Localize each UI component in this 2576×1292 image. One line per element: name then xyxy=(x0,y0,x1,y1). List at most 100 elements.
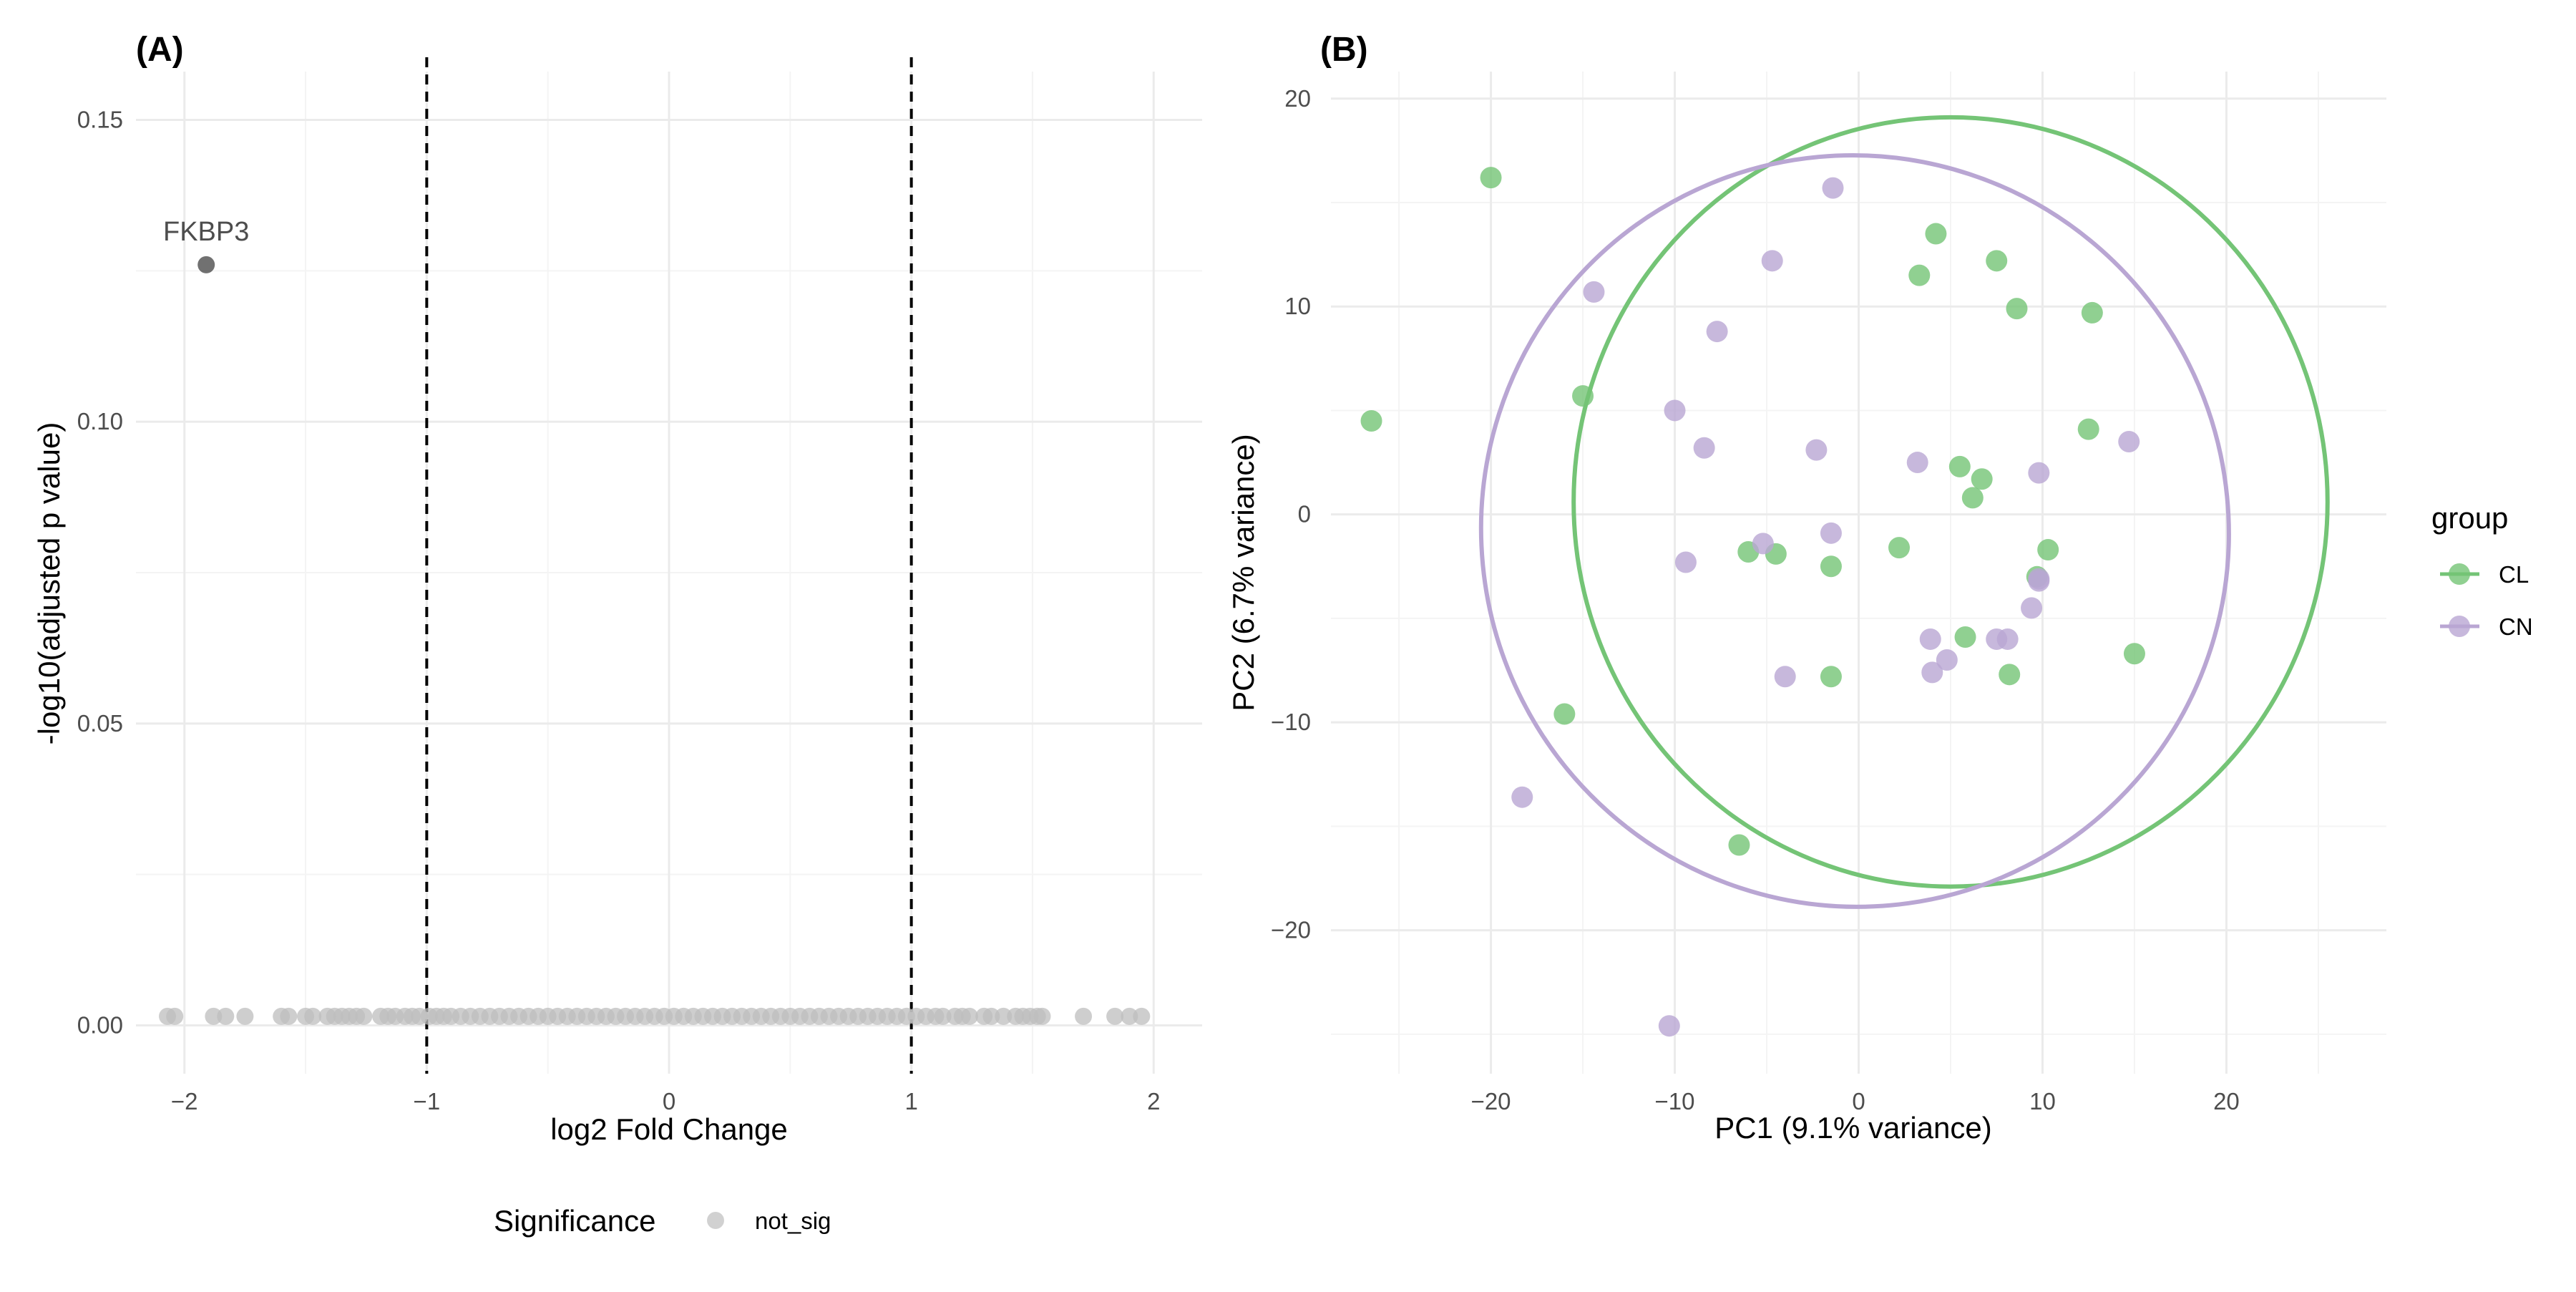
pca-x-tick-label: −20 xyxy=(1471,1088,1511,1114)
pca-y-tick-label: −20 xyxy=(1271,917,1311,943)
volcano-y-tick-label: 0.10 xyxy=(77,408,123,434)
pca-point-cn xyxy=(2028,570,2050,592)
pca-y-tick-labels: −20 −10 0 10 20 xyxy=(1271,85,1311,943)
pca-point-cl xyxy=(1961,487,1984,509)
pca-y-tick-label: 0 xyxy=(1298,501,1311,528)
pca-ellipses xyxy=(1478,115,2330,909)
volcano-point xyxy=(1121,1007,1138,1025)
pca-points xyxy=(1360,167,2145,1037)
volcano-point xyxy=(995,1007,1013,1025)
pca-point-cn xyxy=(2021,597,2043,619)
pca-point-cn xyxy=(1774,666,1796,688)
pca-point-cl xyxy=(1986,250,2008,272)
pca-point-cn xyxy=(1906,452,1928,474)
pca-point-cl xyxy=(1908,264,1931,286)
volcano-point xyxy=(217,1007,235,1025)
pca-point-cn xyxy=(1706,321,1728,343)
pca-point-cn xyxy=(2028,462,2050,484)
pca-point-cl xyxy=(2081,301,2103,324)
pca-point-cn xyxy=(1511,786,1533,808)
volcano-x-tick-label: 0 xyxy=(663,1088,675,1114)
volcano-x-tick-label: −1 xyxy=(414,1088,441,1114)
pca-point-cl xyxy=(1954,626,1976,649)
volcano-y-axis-title: -log10(adjusted p value) xyxy=(32,422,66,745)
pca-point-cl xyxy=(2006,298,2028,320)
volcano-y-tick-label: 0.15 xyxy=(77,106,123,132)
pca-point-cl xyxy=(1572,385,1594,407)
pca-point-cl xyxy=(1820,555,1842,578)
volcano-x-tick-label: 1 xyxy=(904,1088,917,1114)
pca-point-cn xyxy=(1805,439,1828,461)
volcano-point xyxy=(982,1007,1000,1025)
pca-y-tick-label: 10 xyxy=(1284,293,1311,319)
pca-ellipse-cn xyxy=(1478,153,2231,909)
pca-legend-label-cl: CL xyxy=(2499,561,2529,588)
pca-x-tick-label: −10 xyxy=(1655,1088,1695,1114)
pca-point-cn xyxy=(1674,551,1697,573)
panel-label-a: (A) xyxy=(136,31,184,69)
pca-x-tick-labels: −20 −10 0 10 20 xyxy=(1471,1088,2240,1114)
volcano-point-labels: FKBP3 xyxy=(163,217,249,247)
pca-legend: group CL CN xyxy=(2431,501,2533,640)
volcano-point xyxy=(1033,1007,1051,1025)
pca-x-tick-label: 20 xyxy=(2213,1088,2240,1114)
pca-point-cn xyxy=(1693,437,1715,459)
volcano-legend-label-not-sig: not_sig xyxy=(755,1208,831,1234)
volcano-point xyxy=(934,1007,952,1025)
volcano-y-tick-label: 0.00 xyxy=(77,1012,123,1039)
volcano-point xyxy=(1106,1007,1124,1025)
pca-point-cl xyxy=(1480,167,1502,189)
pca-point-cl xyxy=(1728,834,1750,856)
volcano-x-tick-label: 2 xyxy=(1147,1088,1160,1114)
pca-point-cl xyxy=(1888,537,1911,559)
pca-point-cl xyxy=(1925,223,1947,245)
pca-legend-key-cl xyxy=(2449,563,2470,585)
volcano-point xyxy=(1075,1007,1093,1025)
pca-y-tick-label: 20 xyxy=(1284,85,1311,112)
pca-point-cn xyxy=(2118,431,2140,453)
volcano-point xyxy=(236,1007,254,1025)
volcano-plot: (A) FKBP3 −2 −1 0 1 2 0.00 0.05 0.10 0.15 log2 … xyxy=(32,31,1202,1238)
pca-plot: (B) −20 −10 0 10 20 −20 −10 0 10 20 PC1 (9.1% va… xyxy=(1226,31,2533,1145)
pca-point-cl xyxy=(2123,643,2145,665)
pca-y-tick-label: −10 xyxy=(1271,709,1311,735)
volcano-legend: Significance not_sig xyxy=(494,1204,831,1238)
volcano-point xyxy=(1133,1007,1151,1025)
volcano-x-tick-labels: −2 −1 0 1 2 xyxy=(171,1088,1161,1114)
pca-legend-key-cn xyxy=(2449,616,2470,637)
pca-x-tick-label: 0 xyxy=(1852,1088,1865,1114)
volcano-legend-title: Significance xyxy=(494,1204,655,1238)
pca-point-cn xyxy=(1820,522,1842,544)
pca-x-tick-label: 10 xyxy=(2029,1088,2056,1114)
pca-point-cn xyxy=(1664,399,1686,422)
volcano-grid xyxy=(136,72,1202,1074)
pca-point-cl xyxy=(2077,418,2099,440)
pca-point-cn xyxy=(1936,649,1958,671)
pca-legend-title: group xyxy=(2431,501,2508,535)
pca-grid xyxy=(1331,72,2386,1074)
pca-ellipse-cl xyxy=(1571,115,2330,889)
pca-point-cl xyxy=(1971,468,1993,490)
volcano-y-tick-labels: 0.00 0.05 0.10 0.15 xyxy=(77,106,123,1038)
pca-point-cl xyxy=(1999,664,2021,686)
volcano-point xyxy=(197,256,215,273)
volcano-x-tick-label: −2 xyxy=(171,1088,198,1114)
volcano-threshold-lines xyxy=(425,57,913,1074)
volcano-point xyxy=(355,1007,373,1025)
volcano-y-tick-label: 0.05 xyxy=(77,710,123,737)
pca-point-cn xyxy=(1658,1015,1680,1037)
volcano-legend-key-not-sig xyxy=(707,1212,724,1229)
pca-point-cl xyxy=(1360,409,1382,432)
volcano-points xyxy=(159,256,1151,1025)
pca-y-axis-title: PC2 (6.7% variance) xyxy=(1226,434,1260,711)
volcano-point xyxy=(960,1007,978,1025)
pca-point-cn xyxy=(1822,177,1844,199)
volcano-point xyxy=(280,1007,298,1025)
pca-x-axis-title: PC1 (9.1% variance) xyxy=(1714,1111,1992,1145)
panel-label-b: (B) xyxy=(1320,31,1368,69)
pca-point-cl xyxy=(1553,703,1576,725)
volcano-point xyxy=(304,1007,322,1025)
pca-point-cn xyxy=(1921,661,1943,684)
